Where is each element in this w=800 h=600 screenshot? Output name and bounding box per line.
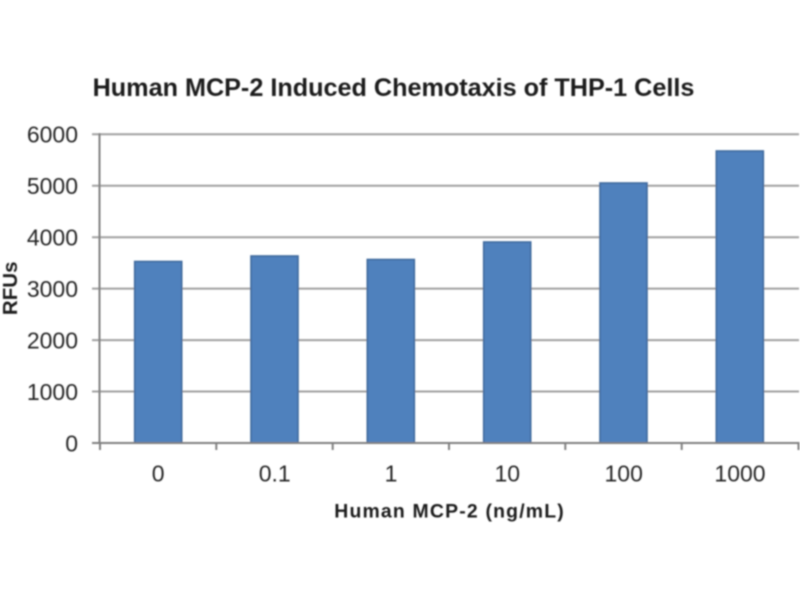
svg-text:4000: 4000 [27, 225, 78, 251]
svg-text:10: 10 [495, 461, 521, 487]
svg-text:100: 100 [605, 461, 643, 487]
svg-text:5000: 5000 [27, 173, 78, 199]
svg-text:Human MCP-2 Induced Chemotaxis: Human MCP-2 Induced Chemotaxis of THP-1 … [93, 74, 695, 102]
svg-text:1000: 1000 [714, 461, 765, 487]
svg-text:RFUs: RFUs [0, 262, 22, 316]
svg-text:2000: 2000 [27, 328, 78, 354]
svg-text:1000: 1000 [27, 379, 78, 405]
svg-text:0.1: 0.1 [259, 461, 291, 487]
svg-text:3000: 3000 [27, 276, 78, 302]
svg-text:1: 1 [385, 461, 398, 487]
svg-text:Human MCP-2 (ng/mL): Human MCP-2 (ng/mL) [334, 500, 565, 522]
svg-text:0: 0 [65, 430, 78, 456]
svg-text:0: 0 [152, 461, 165, 487]
svg-text:6000: 6000 [27, 122, 78, 148]
